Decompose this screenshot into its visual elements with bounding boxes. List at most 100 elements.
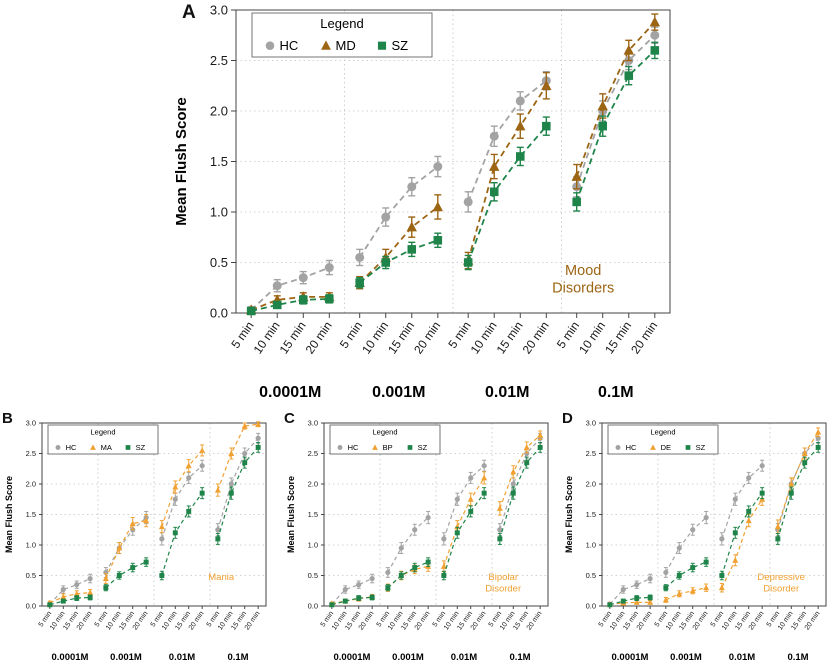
annotation: Mania: [208, 572, 235, 583]
svg-text:3.0: 3.0: [26, 419, 36, 428]
svg-text:20 min: 20 min: [411, 319, 443, 357]
svg-text:1.5: 1.5: [586, 510, 596, 519]
svg-text:0.0001M: 0.0001M: [612, 652, 649, 661]
svg-text:1.0: 1.0: [308, 541, 318, 550]
svg-text:10 min: 10 min: [576, 319, 608, 357]
svg-text:2.5: 2.5: [210, 53, 228, 68]
svg-text:BP: BP: [383, 443, 393, 452]
svg-text:Disorders: Disorders: [552, 280, 614, 296]
svg-text:2.0: 2.0: [210, 104, 228, 119]
y-axis-label: Mean Flush Score: [564, 476, 574, 553]
svg-text:0.001M: 0.001M: [392, 652, 424, 661]
svg-text:10 min: 10 min: [251, 319, 283, 357]
svg-text:1.5: 1.5: [308, 510, 318, 519]
svg-text:2.5: 2.5: [308, 449, 318, 458]
panel-d-letter: D: [562, 410, 573, 427]
svg-text:Depressive: Depressive: [757, 572, 805, 583]
svg-text:0.0: 0.0: [26, 602, 36, 611]
svg-text:20 min: 20 min: [520, 319, 552, 357]
svg-text:SZ: SZ: [696, 443, 706, 452]
y-axis-label: Mean Flush Score: [4, 476, 14, 553]
svg-text:0.5: 0.5: [308, 571, 318, 580]
legend: Legend HC DE SZ: [607, 424, 719, 455]
y-axis: 0.0 0.5 1.0 1.5 2.0 2.5 3.0: [210, 3, 236, 321]
legend: Legend HC BP SZ: [329, 424, 441, 455]
svg-text:Disorder: Disorder: [485, 583, 521, 594]
svg-text:1.0: 1.0: [586, 541, 596, 550]
y-axis-label: Mean Flush Score: [286, 476, 296, 553]
svg-text:0.5: 0.5: [586, 571, 596, 580]
series-SZ: [47, 442, 261, 608]
svg-text:HC: HC: [626, 443, 637, 452]
svg-text:15 min: 15 min: [494, 319, 526, 357]
svg-text:0.1M: 0.1M: [227, 652, 248, 661]
svg-text:1.0: 1.0: [26, 541, 36, 550]
svg-text:0.5: 0.5: [210, 255, 228, 270]
svg-text:15 min: 15 min: [385, 319, 417, 357]
y-axis: 0.0 0.5 1.0 1.5 2.0 2.5 3.0: [586, 419, 602, 611]
y-axis: 0.0 0.5 1.0 1.5 2.0 2.5 3.0: [26, 419, 42, 611]
svg-text:2.5: 2.5: [26, 449, 36, 458]
svg-text:Legend: Legend: [372, 428, 397, 437]
panel-c: C 0.0 0.5 1.0 1.5 2.0 2.5 3.0 5 min 10 min 15 min…: [284, 410, 556, 661]
svg-text:HC: HC: [348, 443, 359, 452]
svg-text:0.001M: 0.001M: [372, 384, 425, 401]
panel-a-letter: A: [182, 2, 196, 23]
series-SZ: [607, 442, 821, 608]
svg-text:DE: DE: [661, 443, 671, 452]
svg-text:Mania: Mania: [208, 572, 235, 583]
svg-text:SZ: SZ: [392, 38, 409, 53]
svg-text:2.0: 2.0: [586, 480, 596, 489]
svg-text:0.0: 0.0: [308, 602, 318, 611]
svg-text:3.0: 3.0: [308, 419, 318, 428]
svg-text:10 min: 10 min: [468, 319, 500, 357]
svg-text:20 min: 20 min: [628, 319, 660, 357]
svg-text:Disorder: Disorder: [763, 583, 799, 594]
svg-text:1.5: 1.5: [26, 510, 36, 519]
svg-text:0.01M: 0.01M: [169, 652, 195, 661]
svg-text:3.0: 3.0: [210, 3, 228, 18]
svg-text:20 min: 20 min: [303, 319, 335, 357]
svg-text:1.5: 1.5: [210, 154, 228, 169]
svg-text:SZ: SZ: [418, 443, 428, 452]
panel-a: A 0.0 0.5 1.0 1.5 2.0 2.5 3.0 5 min 10 min 15 min…: [158, 0, 688, 408]
svg-text:Mood: Mood: [565, 263, 601, 279]
svg-text:Legend: Legend: [320, 16, 363, 31]
svg-text:2.0: 2.0: [26, 480, 36, 489]
svg-text:0.01M: 0.01M: [729, 652, 755, 661]
svg-text:MD: MD: [336, 38, 356, 53]
svg-text:2.5: 2.5: [586, 449, 596, 458]
svg-text:Legend: Legend: [90, 428, 115, 437]
series-DE: [606, 427, 822, 607]
svg-text:0.0: 0.0: [210, 306, 228, 321]
svg-text:0.0001M: 0.0001M: [52, 652, 89, 661]
svg-text:1.0: 1.0: [210, 205, 228, 220]
svg-text:0.5: 0.5: [26, 571, 36, 580]
svg-text:0.1M: 0.1M: [598, 384, 634, 401]
panel-b-letter: B: [2, 410, 13, 427]
legend: Legend HC MA SZ: [47, 424, 159, 455]
legend: Legend HC MD SZ: [251, 12, 433, 58]
panel-c-letter: C: [284, 410, 295, 427]
svg-text:HC: HC: [66, 443, 77, 452]
svg-text:0.01M: 0.01M: [451, 652, 477, 661]
svg-text:0.001M: 0.001M: [110, 652, 142, 661]
svg-text:0.0001M: 0.0001M: [334, 652, 371, 661]
svg-text:Legend: Legend: [650, 428, 675, 437]
svg-text:0.0: 0.0: [586, 602, 596, 611]
svg-text:0.01M: 0.01M: [485, 384, 529, 401]
series-SZ: [246, 41, 660, 316]
y-axis-label: Mean Flush Score: [173, 97, 190, 225]
panel-b: B 0.0 0.5 1.0 1.5 2.0 2.5 3.0 5 min 10 min 15 min…: [2, 410, 274, 661]
svg-text:2.0: 2.0: [308, 480, 318, 489]
